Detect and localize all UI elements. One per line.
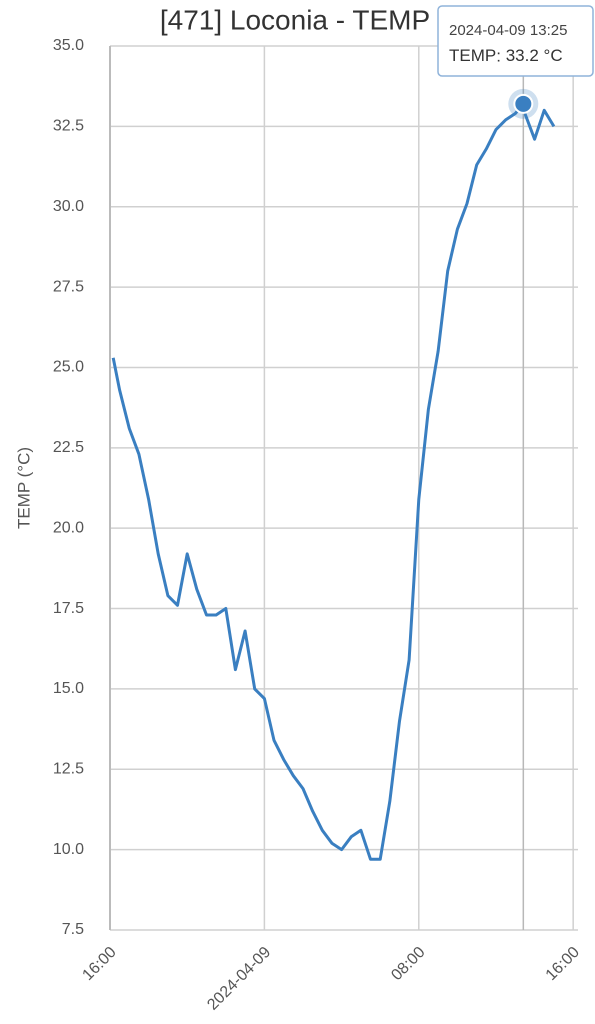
y-axis-label: TEMP (°C) — [14, 447, 33, 529]
chart-title: [471] Loconia - TEMP — [160, 4, 430, 35]
x-tick-label: 08:00 — [388, 944, 428, 984]
y-tick-label: 22.5 — [53, 439, 84, 456]
tooltip-box — [437, 5, 594, 77]
line — [111, 102, 556, 861]
y-tick-label: 30.0 — [53, 198, 84, 215]
tooltip: 2024-04-09 13:25 TEMP: 33.2 °C — [437, 5, 594, 77]
tooltip-number: 33.2 — [506, 46, 539, 65]
y-tick-label: 20.0 — [53, 519, 84, 536]
hover-point — [513, 93, 534, 114]
tooltip-value: TEMP: 33.2 °C — [449, 46, 563, 65]
y-tick-label: 35.0 — [53, 37, 84, 54]
y-tick-label: 15.0 — [53, 680, 84, 697]
tooltip-series: TEMP — [449, 46, 496, 65]
y-tick-label: 25.0 — [53, 359, 84, 376]
y-tick-label: 32.5 — [53, 118, 84, 135]
x-tick-label: 16:00 — [543, 944, 583, 984]
tooltip-unit: °C — [544, 46, 563, 65]
tooltip-date: 2024-04-09 13:25 — [449, 22, 567, 39]
y-tick-label: 10.0 — [53, 841, 84, 858]
y-tick-label: 12.5 — [53, 760, 84, 777]
y-tick-label: 17.5 — [53, 600, 84, 617]
x-tick-label: 16:00 — [79, 944, 119, 984]
y-tick-label: 27.5 — [53, 278, 84, 295]
y-tick-label: 7.5 — [62, 921, 84, 938]
x-tick-label: 2024-04-09 — [204, 944, 274, 1014]
